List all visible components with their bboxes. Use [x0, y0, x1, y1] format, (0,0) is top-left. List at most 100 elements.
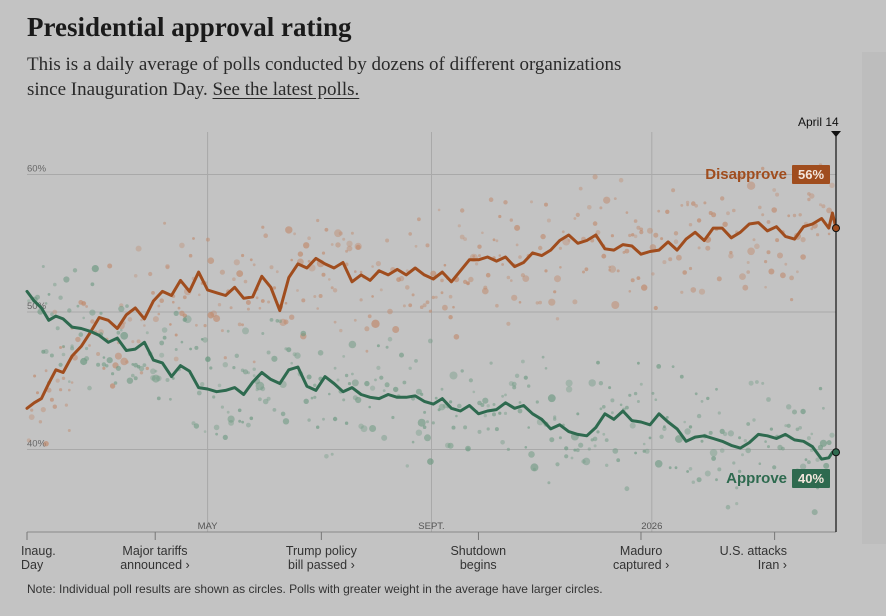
poll-dot	[806, 436, 811, 441]
poll-dot	[722, 431, 728, 437]
poll-dot	[398, 275, 405, 282]
poll-dot	[592, 174, 598, 180]
poll-dot	[255, 296, 259, 300]
poll-dot	[553, 417, 557, 421]
poll-dot	[307, 236, 311, 240]
poll-dot	[391, 415, 395, 420]
poll-dot	[663, 425, 666, 428]
poll-dot	[768, 268, 775, 275]
poll-dot	[478, 254, 481, 258]
poll-dot	[267, 300, 271, 304]
poll-dot	[75, 336, 81, 343]
poll-dot	[316, 218, 320, 223]
poll-dot	[182, 313, 187, 318]
poll-dot	[346, 245, 353, 252]
poll-dot	[532, 467, 536, 471]
poll-dot	[227, 415, 235, 423]
poll-dot	[639, 382, 643, 386]
poll-dot	[764, 285, 767, 289]
poll-dot	[90, 282, 95, 287]
poll-dot	[708, 430, 713, 435]
poll-dot	[715, 478, 718, 482]
poll-dot	[152, 316, 159, 323]
poll-dot	[422, 303, 427, 308]
poll-dot	[334, 229, 342, 238]
poll-dot	[282, 418, 290, 425]
poll-dot	[425, 300, 430, 305]
poll-dot	[342, 237, 346, 241]
poll-dot	[639, 230, 644, 235]
poll-dot	[426, 420, 429, 424]
poll-dot	[538, 300, 542, 305]
poll-dot	[772, 465, 777, 470]
poll-dot	[408, 232, 413, 236]
poll-dot	[633, 219, 638, 223]
poll-dot	[246, 371, 250, 375]
poll-dot	[90, 319, 95, 324]
poll-dot	[819, 439, 828, 447]
poll-dot	[266, 350, 271, 355]
poll-dot	[593, 444, 597, 448]
poll-dot	[355, 244, 361, 250]
poll-dot	[610, 234, 615, 238]
poll-dot	[156, 396, 161, 401]
poll-dot	[321, 251, 326, 255]
poll-dot	[696, 477, 702, 483]
event-label-2[interactable]: Trump policy bill passed ›	[285, 544, 357, 572]
poll-dot	[151, 291, 155, 295]
poll-dot	[654, 398, 658, 402]
event-label-1[interactable]: Major tariffs announced ›	[120, 544, 190, 572]
poll-dot	[558, 246, 563, 250]
approve-end-point	[832, 448, 840, 457]
poll-dot	[754, 243, 760, 250]
event-label-4[interactable]: Maduro captured ›	[612, 544, 670, 572]
poll-dot	[306, 374, 312, 380]
event-label-5[interactable]: U.S. attacks Iran ›	[719, 544, 787, 572]
poll-dot	[411, 293, 415, 297]
end-date-marker	[831, 131, 841, 137]
poll-dot	[700, 400, 704, 403]
poll-dot	[656, 364, 662, 369]
poll-dot	[179, 242, 185, 249]
poll-dot	[169, 323, 172, 326]
poll-dot	[148, 271, 153, 277]
poll-dot	[241, 253, 245, 258]
poll-dot	[809, 193, 815, 199]
poll-dot	[477, 244, 482, 249]
poll-dot	[200, 338, 204, 341]
poll-dot	[636, 276, 641, 280]
poll-dot	[118, 305, 125, 312]
poll-dot	[528, 451, 535, 458]
latest-polls-link[interactable]: See the latest polls.	[212, 79, 360, 100]
poll-dot	[82, 316, 85, 320]
poll-dot	[827, 232, 831, 236]
poll-dot	[36, 391, 39, 395]
poll-dot	[220, 405, 224, 409]
poll-dot	[575, 448, 580, 453]
x-tick-label-may: MAY	[198, 521, 219, 532]
poll-dot	[662, 260, 667, 265]
poll-dot	[307, 259, 311, 263]
poll-dot	[354, 242, 362, 250]
poll-dot	[608, 386, 612, 390]
poll-dot	[634, 451, 637, 455]
poll-dot	[582, 270, 585, 274]
poll-dot	[154, 369, 158, 373]
poll-dot	[729, 250, 733, 255]
poll-dot	[604, 438, 609, 442]
poll-dot	[58, 295, 63, 300]
poll-dot	[578, 186, 583, 191]
poll-dot	[747, 247, 755, 256]
poll-dot	[272, 286, 277, 290]
disapprove-value-badge	[792, 165, 830, 184]
poll-dot	[449, 400, 453, 404]
poll-dot	[602, 432, 606, 436]
poll-dot	[350, 231, 354, 235]
poll-dot	[374, 378, 377, 382]
poll-dot	[89, 309, 96, 316]
poll-dot	[313, 295, 317, 298]
poll-dot	[511, 381, 517, 387]
poll-dot	[111, 372, 115, 376]
poll-dot	[696, 218, 702, 223]
